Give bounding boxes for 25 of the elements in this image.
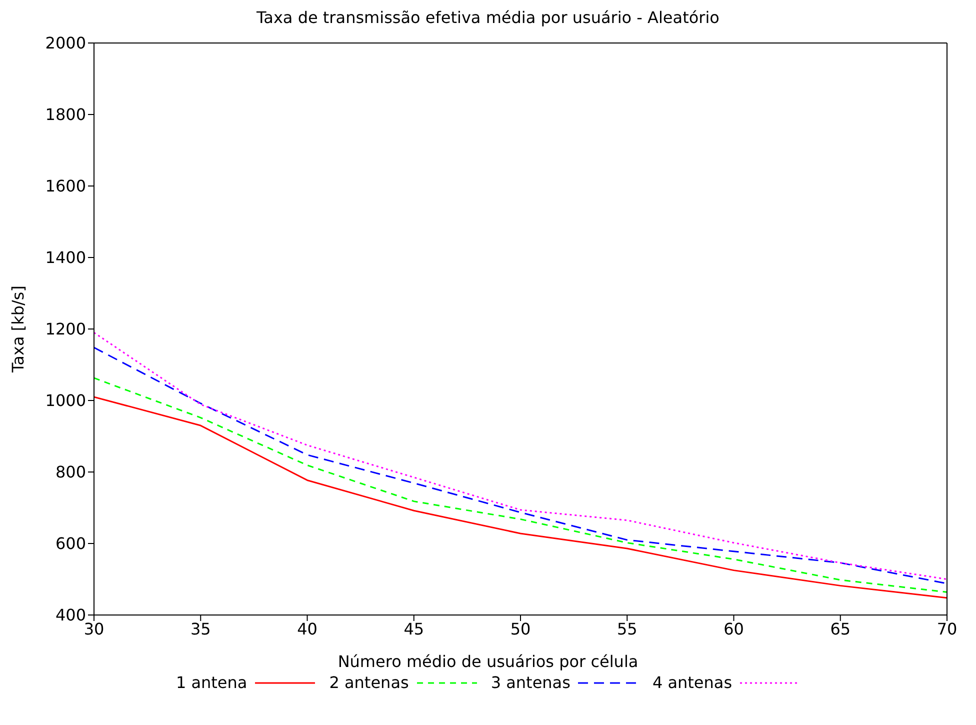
y-tick-label: 1400	[45, 248, 86, 268]
y-tick-label: 1800	[45, 105, 86, 124]
x-tick-label: 60	[724, 619, 744, 638]
x-tick-label: 40	[297, 619, 318, 638]
chart-title: Taxa de transmissão efetiva média por usuário - Aleatório	[256, 8, 720, 29]
x-tick-label: 35	[190, 619, 211, 638]
y-tick-label: 1000	[45, 391, 86, 410]
y-tick-label: 2000	[45, 34, 86, 53]
y-tick-label: 1200	[45, 320, 86, 339]
x-tick-label: 50	[510, 619, 531, 638]
y-tick-label: 1600	[45, 176, 86, 196]
legend-label: 4 antenas	[652, 673, 732, 692]
x-axis-title: Número médio de usuários por célula	[336, 652, 640, 671]
x-tick-label: 45	[404, 619, 424, 638]
x-tick-label: 30	[84, 619, 104, 638]
x-tick-label: 65	[830, 619, 851, 638]
y-tick-label: 800	[55, 462, 86, 482]
x-tick-label: 55	[616, 619, 638, 638]
legend-label: 3 antenas	[490, 673, 570, 692]
legend-label: 1 antena	[176, 673, 248, 692]
y-axis-title: Taxa [kb/s]	[8, 286, 28, 374]
y-tick-label: 600	[55, 534, 86, 554]
legend-label: 2 antenas	[329, 673, 409, 692]
y-tick-label: 400	[55, 606, 86, 625]
x-tick-label: 70	[936, 619, 958, 638]
